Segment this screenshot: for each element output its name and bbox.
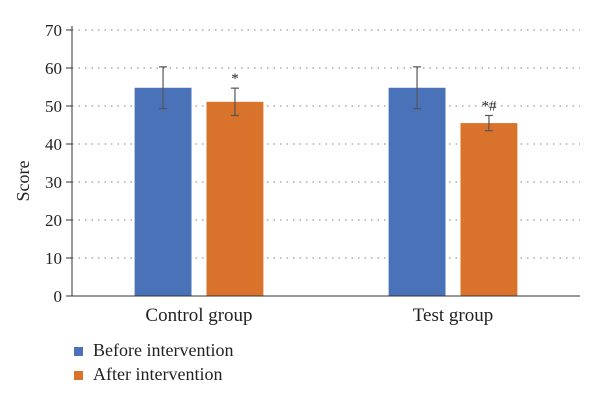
significance-annotations: * *# — [231, 71, 497, 114]
y-tick-label: 30 — [45, 173, 62, 192]
legend-label: After intervention — [93, 364, 222, 384]
y-axis-title: Score — [13, 160, 33, 201]
legend: Before intervention After intervention — [74, 340, 233, 384]
bar — [388, 87, 446, 296]
y-tick-label: 60 — [45, 59, 62, 78]
legend-swatch — [74, 371, 83, 380]
y-tick-label: 0 — [54, 287, 63, 306]
x-category-label: Control group — [145, 305, 252, 326]
x-category-labels: Control group Test group — [145, 305, 493, 326]
y-tick-label: 20 — [45, 211, 62, 230]
y-tick-label: 50 — [45, 97, 62, 116]
x-category-label: Test group — [413, 305, 493, 326]
y-tick-labels: 0 10 20 30 40 50 60 70 — [45, 21, 72, 306]
bar — [460, 123, 518, 296]
legend-label: Before intervention — [93, 340, 233, 360]
y-tick-label: 10 — [45, 249, 62, 268]
legend-swatch — [74, 347, 83, 356]
significance-label: *# — [481, 99, 497, 115]
error-bars — [159, 66, 493, 132]
bar — [206, 101, 264, 296]
bars — [134, 87, 518, 296]
y-tick-label: 70 — [45, 21, 62, 40]
axes — [71, 26, 580, 297]
bar — [134, 87, 192, 296]
y-tick-label: 40 — [45, 135, 62, 154]
significance-label: * — [231, 71, 239, 87]
